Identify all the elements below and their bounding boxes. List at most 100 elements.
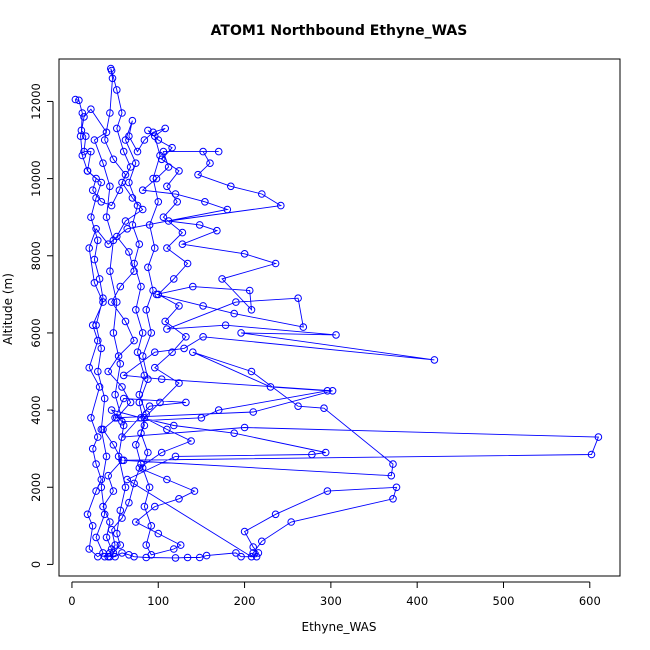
data-point xyxy=(145,402,154,411)
data-point xyxy=(118,514,126,522)
data-point xyxy=(95,383,104,391)
data-point xyxy=(97,178,106,187)
data-point xyxy=(140,502,149,511)
data-point xyxy=(108,74,117,83)
y-axis-label: Altitude (m) xyxy=(1,273,15,345)
data-point xyxy=(126,163,135,171)
data-point xyxy=(111,414,119,422)
data-point xyxy=(121,317,130,326)
data-point xyxy=(92,533,100,542)
data-point xyxy=(109,329,118,337)
data-point xyxy=(180,344,188,353)
data-point xyxy=(118,549,126,557)
data-point xyxy=(151,244,159,252)
data-point xyxy=(115,186,124,194)
data-point xyxy=(119,371,128,380)
data-point xyxy=(206,159,214,167)
data-point xyxy=(213,226,221,235)
data-point xyxy=(145,483,154,492)
data-point xyxy=(118,433,126,441)
data-point xyxy=(138,464,147,472)
data-point xyxy=(161,124,169,133)
data-point xyxy=(107,298,116,306)
x-tick-label: 300 xyxy=(320,594,342,608)
data-point xyxy=(249,408,257,416)
data-point xyxy=(104,471,112,480)
data-point xyxy=(171,452,180,461)
data-point xyxy=(175,495,183,503)
data-point xyxy=(199,147,207,156)
data-point xyxy=(135,464,144,472)
data-point xyxy=(173,198,181,206)
data-point xyxy=(152,174,161,183)
data-point xyxy=(151,502,159,511)
data-point xyxy=(88,522,97,530)
data-point xyxy=(100,394,109,403)
data-point xyxy=(137,429,145,438)
data-point xyxy=(154,136,163,144)
data-point xyxy=(254,549,263,557)
y-tick-label: 12000 xyxy=(29,83,43,120)
data-point xyxy=(178,228,187,237)
data-point xyxy=(142,410,150,418)
data-point xyxy=(116,282,125,291)
data-point xyxy=(87,147,95,156)
data-point xyxy=(247,367,256,376)
data-point xyxy=(125,178,133,187)
y-tick-label: 8000 xyxy=(29,241,43,270)
data-point xyxy=(168,143,176,152)
data-point xyxy=(100,510,109,519)
data-point xyxy=(107,525,116,534)
data-point xyxy=(135,398,144,407)
data-point xyxy=(151,363,159,372)
data-point xyxy=(321,448,330,457)
data-point xyxy=(195,221,204,229)
data-point xyxy=(130,479,138,488)
data-point xyxy=(594,433,603,441)
data-point xyxy=(121,136,130,144)
data-point xyxy=(97,483,106,492)
data-point xyxy=(154,529,163,538)
data-point xyxy=(392,483,401,492)
data-point xyxy=(182,398,190,407)
x-tick-label: 400 xyxy=(406,594,428,608)
x-tick-label: 0 xyxy=(68,594,75,608)
data-point xyxy=(183,259,192,268)
data-point xyxy=(114,352,123,360)
data-point xyxy=(175,167,183,175)
data-point xyxy=(154,198,163,206)
data-point xyxy=(92,174,100,183)
data-point xyxy=(130,552,138,561)
y-tick-label: 4000 xyxy=(29,395,43,424)
data-point xyxy=(164,217,173,225)
data-point xyxy=(85,363,93,372)
data-point xyxy=(100,136,109,144)
data-point xyxy=(258,537,266,546)
data-point xyxy=(132,159,140,167)
data-point xyxy=(109,549,118,557)
data-point xyxy=(102,213,111,221)
data-point xyxy=(138,352,147,360)
data-point xyxy=(106,109,114,117)
data-point xyxy=(147,522,156,530)
data-point xyxy=(114,452,123,461)
data-point xyxy=(119,147,128,156)
data-point xyxy=(387,471,396,480)
data-point xyxy=(88,321,97,330)
y-tick-label: 0 xyxy=(29,561,43,568)
data-point xyxy=(113,124,121,133)
data-point xyxy=(87,414,95,422)
data-point xyxy=(147,329,156,337)
data-point xyxy=(125,498,133,507)
x-tick-label: 500 xyxy=(493,594,515,608)
data-point xyxy=(83,510,92,519)
data-point xyxy=(102,452,111,461)
data-point xyxy=(237,552,245,561)
data-point xyxy=(232,298,240,306)
data-point xyxy=(109,441,118,449)
data-point xyxy=(111,541,119,549)
data-point xyxy=(178,240,187,248)
data-point xyxy=(116,506,125,515)
data-point xyxy=(88,444,97,453)
data-point xyxy=(130,267,138,276)
